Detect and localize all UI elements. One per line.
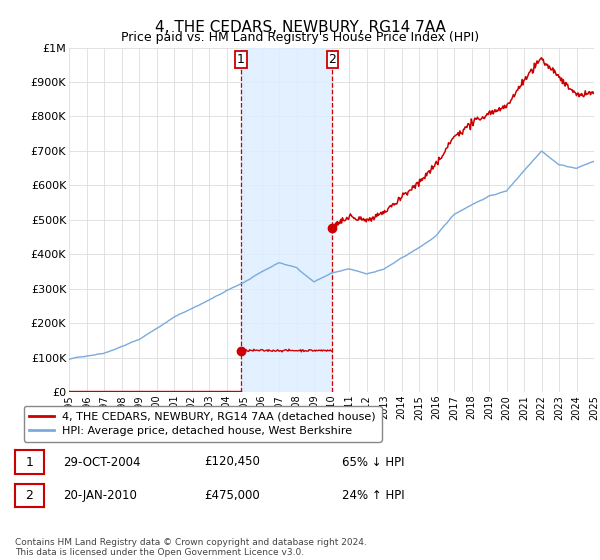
Text: £475,000: £475,000 — [204, 489, 260, 502]
Text: £120,450: £120,450 — [204, 455, 260, 469]
Text: 2: 2 — [25, 489, 34, 502]
Bar — [241, 48, 332, 392]
Text: Contains HM Land Registry data © Crown copyright and database right 2024.
This d: Contains HM Land Registry data © Crown c… — [15, 538, 367, 557]
Text: 29-OCT-2004: 29-OCT-2004 — [63, 455, 140, 469]
Text: 24% ↑ HPI: 24% ↑ HPI — [342, 489, 404, 502]
Text: 1: 1 — [25, 455, 34, 469]
Text: 2: 2 — [328, 53, 337, 66]
Text: Price paid vs. HM Land Registry's House Price Index (HPI): Price paid vs. HM Land Registry's House … — [121, 31, 479, 44]
Text: 65% ↓ HPI: 65% ↓ HPI — [342, 455, 404, 469]
Text: 20-JAN-2010: 20-JAN-2010 — [63, 489, 137, 502]
Text: 1: 1 — [237, 53, 245, 66]
Text: 4, THE CEDARS, NEWBURY, RG14 7AA: 4, THE CEDARS, NEWBURY, RG14 7AA — [155, 20, 445, 35]
Legend: 4, THE CEDARS, NEWBURY, RG14 7AA (detached house), HPI: Average price, detached : 4, THE CEDARS, NEWBURY, RG14 7AA (detach… — [23, 406, 382, 441]
